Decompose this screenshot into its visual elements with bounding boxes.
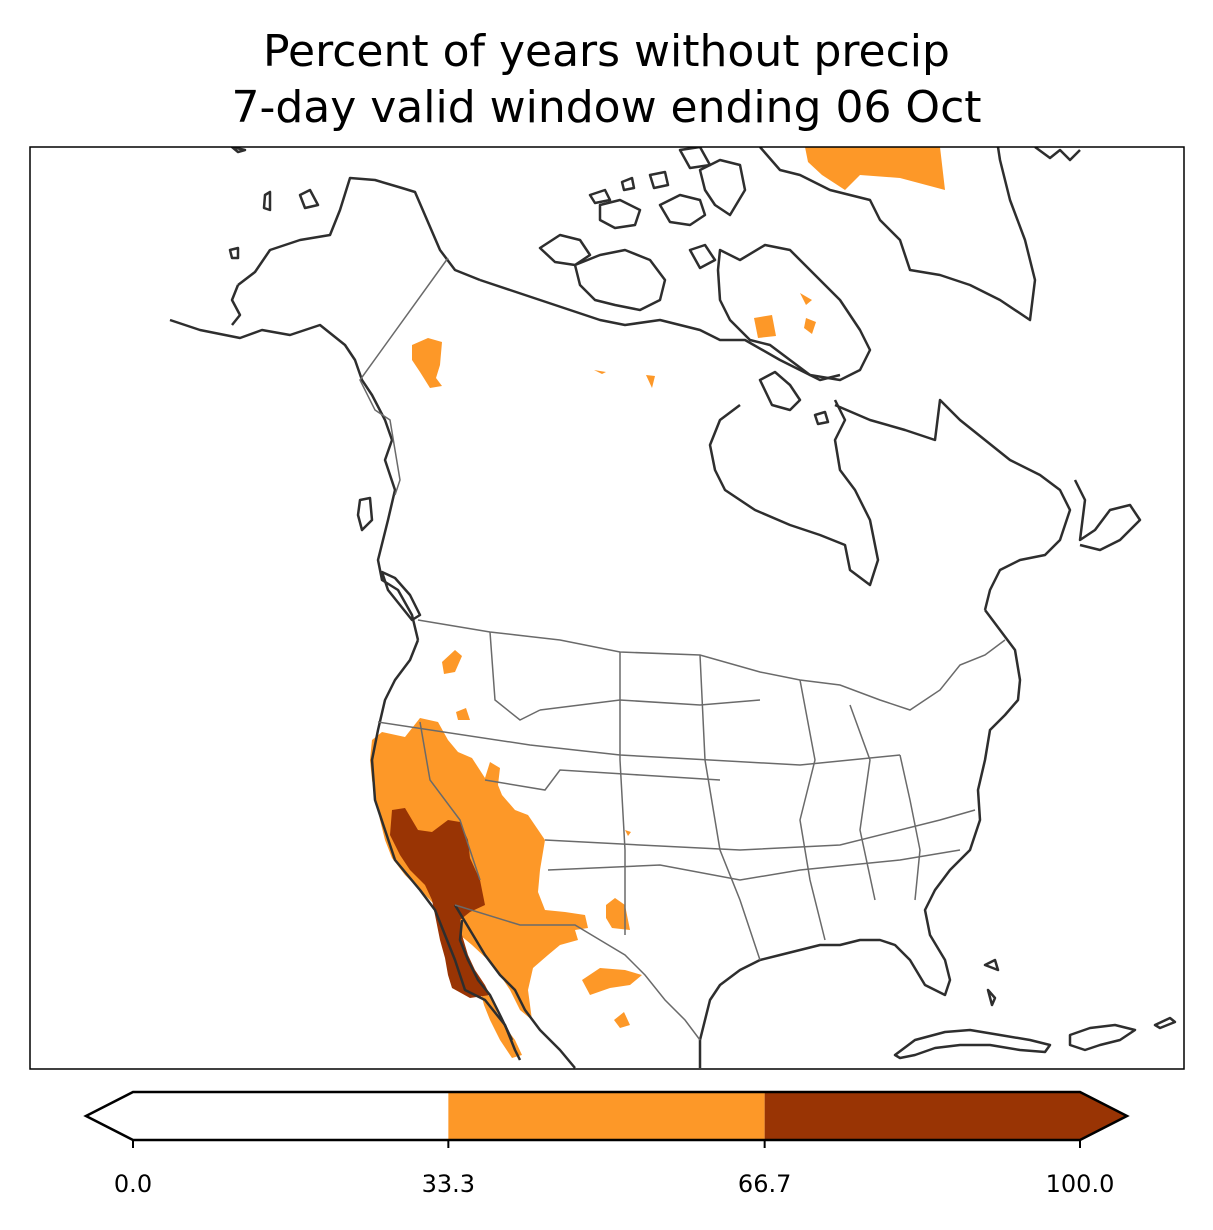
map-title-line-2: 7-day valid window ending 06 Oct [231, 82, 982, 133]
bahamas-2 [986, 988, 997, 1007]
hudson-bay-coast [708, 399, 880, 587]
alaska-island-2 [262, 190, 272, 212]
coats-island [813, 410, 830, 426]
state-line-5 [619, 652, 626, 935]
arctic-mainland-coast [479, 278, 841, 382]
baffin-patch-2 [800, 293, 812, 305]
greenland-ne-coast [1034, 147, 1081, 162]
alaska-island-4 [230, 147, 247, 154]
cuba [893, 1028, 1052, 1060]
state-line-8 [419, 721, 481, 881]
baffin-island-coast [716, 243, 872, 382]
state-line-4 [539, 699, 761, 711]
state-line-3 [544, 809, 976, 851]
baffin-patch-3 [804, 318, 816, 334]
map-frame [29, 146, 1185, 1070]
labrador-coast [834, 398, 1072, 611]
coastlines [169, 147, 1177, 1069]
greenland-patch [805, 147, 945, 190]
gulf-of-california-coast [453, 904, 576, 1069]
arctic-island-2 [688, 243, 717, 270]
colorbar-tick-label-2: 66.7 [737, 1170, 792, 1198]
hispaniola [1068, 1023, 1137, 1052]
alaska-west-coast [230, 284, 242, 326]
texas-mexico-patch [582, 968, 642, 995]
arctic-island-8 [620, 176, 636, 192]
colorbar-bin-medium [448, 1092, 765, 1140]
alaska-island-1 [298, 188, 320, 210]
utah-patch [625, 830, 631, 836]
arctic-island-6 [678, 147, 712, 170]
state-line-6 [699, 654, 761, 961]
newfoundland-coast [1073, 479, 1142, 552]
us-mexico-border [454, 904, 701, 1041]
arctic-island-4 [658, 193, 707, 227]
colorbar-tick-label-0: 0.0 [113, 1170, 153, 1198]
state-line-10 [799, 679, 826, 941]
us-canada-border [417, 619, 1006, 711]
pacific-coast [370, 639, 522, 1061]
state-line-2 [484, 769, 721, 791]
greenland-coast [759, 147, 1037, 322]
arctic-island-1 [538, 233, 592, 267]
bahamas-1 [983, 958, 1000, 972]
atlantic-coast [698, 609, 1022, 1068]
colorbar-tick-label-1: 33.3 [421, 1170, 476, 1198]
alaska-island-3 [228, 246, 240, 260]
state-line-9 [489, 631, 541, 721]
political-borders [359, 257, 1006, 1041]
alaska-canada-border [359, 257, 449, 496]
puerto-rico [1153, 1016, 1177, 1030]
southampton-island [758, 370, 802, 412]
southwest-region [370, 718, 588, 1020]
state-line-12 [899, 754, 921, 901]
baja-east-coast [458, 919, 514, 1041]
map-area [169, 147, 1177, 1069]
colorbar-bin-low [86, 1092, 449, 1140]
arctic-island-7 [588, 188, 612, 205]
arctic-island-3 [598, 198, 642, 230]
baffin-patch-1 [754, 315, 776, 338]
vancouver-island [380, 570, 422, 622]
colorbar-bin-high [764, 1092, 1127, 1140]
colorbar-tick-marks [132, 1140, 1081, 1148]
state-line-11 [849, 704, 876, 901]
state-line-7 [547, 849, 961, 881]
new-mexico-patch [606, 898, 630, 930]
mexico-small-patch [614, 1012, 630, 1028]
alaska-panhandle-island [356, 496, 374, 532]
alaska-coast [169, 318, 420, 641]
state-line-1 [377, 721, 901, 766]
map-title-line-1: Percent of years without precip [263, 26, 950, 77]
alaska-north-coast [237, 176, 481, 286]
arctic-island-5 [698, 158, 747, 217]
oregon-patch [442, 650, 462, 674]
arctic-patch-1 [594, 370, 606, 374]
idaho-patch [456, 708, 470, 720]
arctic-island-9 [648, 170, 670, 190]
colorbar-tick-label-3: 100.0 [1045, 1170, 1115, 1198]
arctic-patch-2 [646, 375, 655, 388]
yukon-patch [412, 338, 442, 388]
colorbar [83, 1090, 1130, 1148]
victoria-island-coast [573, 248, 667, 312]
